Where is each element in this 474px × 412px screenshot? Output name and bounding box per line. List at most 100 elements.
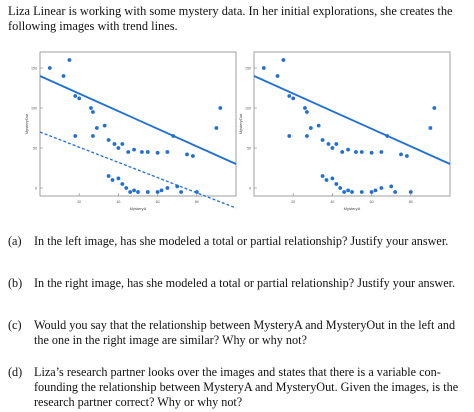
right-y-tick-label: 50 — [247, 147, 251, 151]
left-x-tick-label: 80 — [195, 200, 199, 204]
left-data-point — [214, 126, 219, 130]
left-data-point — [120, 182, 125, 186]
right-data-point — [287, 94, 292, 98]
left-x-axis-label: MysteryA — [130, 206, 147, 211]
left-data-point — [155, 150, 160, 155]
left-data-point — [126, 150, 131, 154]
left-data-point — [91, 110, 95, 114]
left-data-point — [110, 178, 115, 182]
question-b-label: (b) — [8, 276, 23, 290]
left-data-point — [165, 186, 170, 190]
question-d-line-1: Liza’s research partner looks over the i… — [34, 365, 441, 379]
intro-paragraph: Liza Linear is working with some mystery… — [8, 4, 468, 34]
question-a-text: In the left image, has she modeled a tot… — [34, 234, 449, 248]
right-data-point — [408, 190, 413, 194]
right-data-point — [373, 188, 378, 193]
question-d-line-2: founding the relationship between Myster… — [34, 380, 459, 394]
right-data-point — [330, 176, 335, 181]
left-y-tick-label: 100 — [31, 107, 37, 111]
left-y-tick-label: 150 — [31, 67, 37, 71]
right-data-point — [281, 58, 286, 62]
right-data-point — [330, 146, 335, 150]
right-y-tick-label: 100 — [245, 107, 251, 111]
left-data-point — [47, 66, 52, 70]
left-data-point — [140, 150, 144, 154]
left-data-point — [132, 188, 136, 193]
left-plot-frame — [39, 51, 237, 197]
right-x-axis-label: MysteryA — [344, 206, 361, 211]
right-data-point — [385, 134, 390, 138]
left-data-point — [175, 184, 180, 189]
left-data-point — [190, 154, 195, 158]
right-scatter-plot: 150 100 50 0 20 40 60 80 MysteryA MysteryOut — [236, 46, 456, 216]
right-data-point — [326, 142, 331, 146]
right-data-point — [316, 123, 321, 128]
question-a-label: (a) — [8, 234, 22, 248]
left-data-point — [159, 188, 164, 193]
left-x-tick-label: 60 — [156, 200, 160, 204]
right-data-point — [275, 74, 280, 78]
left-data-point — [67, 58, 72, 62]
right-data-point — [428, 126, 433, 130]
right-data-point — [359, 190, 364, 194]
left-x-tick-label: 20 — [77, 200, 81, 204]
question-c-line-1: Would you say that the relationship betw… — [34, 318, 456, 332]
left-data-point — [136, 190, 140, 194]
question-c-label: (c) — [8, 318, 22, 332]
question-a: (a) In the left image, has she modeled a … — [8, 234, 468, 249]
left-data-point — [165, 150, 170, 154]
left-data-point — [132, 147, 136, 152]
right-data-point — [369, 190, 374, 194]
right-data-point — [346, 188, 350, 193]
right-data-point — [379, 186, 384, 190]
right-data-point — [404, 154, 409, 158]
right-data-point — [359, 150, 364, 154]
left-data-point — [73, 94, 78, 98]
left-data-point — [145, 190, 150, 194]
left-y-axis-label: MysteryOut — [24, 113, 29, 134]
right-data-point — [393, 190, 398, 194]
left-data-point — [145, 150, 150, 154]
left-data-point — [155, 190, 160, 194]
right-data-point — [354, 150, 358, 154]
right-data-point — [287, 134, 292, 138]
question-b-text: In the right image, has she modeled a to… — [34, 276, 456, 290]
left-data-point — [116, 176, 121, 181]
left-data-point — [116, 146, 121, 150]
left-data-point — [106, 138, 111, 142]
right-data-point — [334, 182, 339, 186]
right-plot-svg: 150 100 50 0 20 40 60 80 MysteryA MysteryOut — [238, 51, 451, 211]
right-data-point — [350, 190, 354, 194]
right-x-tick-label: 80 — [409, 200, 413, 204]
left-data-point — [73, 134, 78, 138]
right-data-point — [389, 184, 394, 189]
right-data-point — [346, 147, 350, 152]
right-data-point — [379, 150, 384, 154]
left-scatter-plot: 150 100 50 0 20 40 60 80 MysteryA MysteryOut — [22, 46, 242, 216]
question-d-label: (d) — [8, 365, 23, 379]
question-d: (d) Liza’s research partner looks over th… — [8, 365, 468, 410]
intro-line-2: following images with trend lines. — [8, 19, 178, 33]
question-c: (c) Would you say that the relationship b… — [8, 318, 468, 348]
right-plot-frame — [253, 51, 451, 197]
left-trend-line-dashed — [39, 131, 237, 209]
left-data-point — [171, 134, 176, 138]
right-data-point — [340, 150, 345, 154]
right-x-tick-label: 40 — [330, 200, 334, 204]
left-data-point — [61, 74, 66, 78]
left-data-point — [218, 106, 223, 110]
right-data-point — [303, 106, 307, 110]
left-data-point — [120, 142, 125, 146]
right-data-point — [305, 110, 309, 114]
right-y-axis-label: MysteryOut — [238, 113, 243, 134]
right-data-point — [369, 150, 374, 155]
right-y-tick-label: 150 — [245, 67, 251, 71]
right-data-point — [308, 126, 313, 130]
left-y-tick-label: 50 — [33, 147, 37, 151]
left-y-tick-label: 0 — [35, 187, 37, 191]
right-data-point — [334, 142, 339, 146]
left-data-point — [112, 142, 117, 146]
left-data-point — [106, 174, 111, 178]
right-data-point — [320, 174, 325, 178]
right-data-point — [338, 186, 343, 190]
